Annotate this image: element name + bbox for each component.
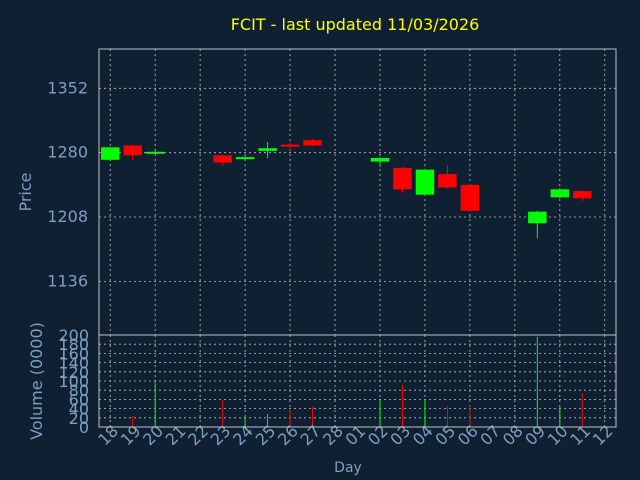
- candlesticks: [101, 139, 592, 239]
- volume-tick-label: 100: [58, 372, 89, 391]
- candle-body: [213, 155, 232, 163]
- volume-tick-label: 60: [69, 390, 89, 409]
- price-axis-label: Price: [16, 172, 35, 211]
- volume-axis-label: Volume (0000): [27, 322, 46, 440]
- chart-title: FCIT - last updated 11/03/2026: [231, 15, 480, 34]
- volume-tick-label: 120: [58, 363, 89, 382]
- volume-tick-label: 140: [58, 354, 89, 373]
- candle-body: [393, 167, 412, 190]
- volume-bars: [132, 336, 583, 427]
- x-axis-label: Day: [334, 460, 362, 476]
- candle-body: [460, 184, 480, 211]
- candle-body: [303, 140, 322, 146]
- candle-body: [573, 191, 592, 199]
- candle-body: [101, 147, 120, 160]
- volume-plot-frame: [98, 334, 617, 428]
- price-tick-label: 1208: [47, 207, 88, 226]
- price-grid: [99, 49, 616, 335]
- candle-body: [528, 211, 547, 224]
- candle-body: [280, 144, 300, 147]
- price-tick-label: 1280: [47, 143, 88, 162]
- volume-tick-label: 40: [69, 400, 89, 419]
- price-plot-frame: [98, 48, 617, 336]
- price-tick-label: 1352: [47, 78, 88, 97]
- price-ticks: 1136 1208 1280 1352: [47, 78, 88, 290]
- volume-tick-label: 0: [79, 418, 89, 437]
- x-tick-label: 12: [589, 421, 617, 449]
- candle-body: [438, 174, 457, 188]
- candle-body: [123, 145, 142, 156]
- volume-grid: [99, 335, 616, 427]
- volume-tick-label: 160: [58, 344, 89, 363]
- candle-body: [550, 189, 570, 198]
- volume-tick-label: 20: [69, 409, 89, 428]
- volume-tick-label: 180: [58, 335, 89, 354]
- volume-tick-label: 80: [69, 381, 89, 400]
- candle-body: [145, 151, 165, 154]
- price-tick-label: 1136: [47, 271, 88, 290]
- volume-tick-label: 200: [58, 326, 89, 345]
- candle-body: [235, 157, 255, 160]
- candle-body: [370, 158, 390, 162]
- candle-body: [415, 169, 435, 195]
- x-ticks: 1819202122232425262728010203040506070809…: [94, 421, 616, 449]
- candle-body: [258, 148, 277, 151]
